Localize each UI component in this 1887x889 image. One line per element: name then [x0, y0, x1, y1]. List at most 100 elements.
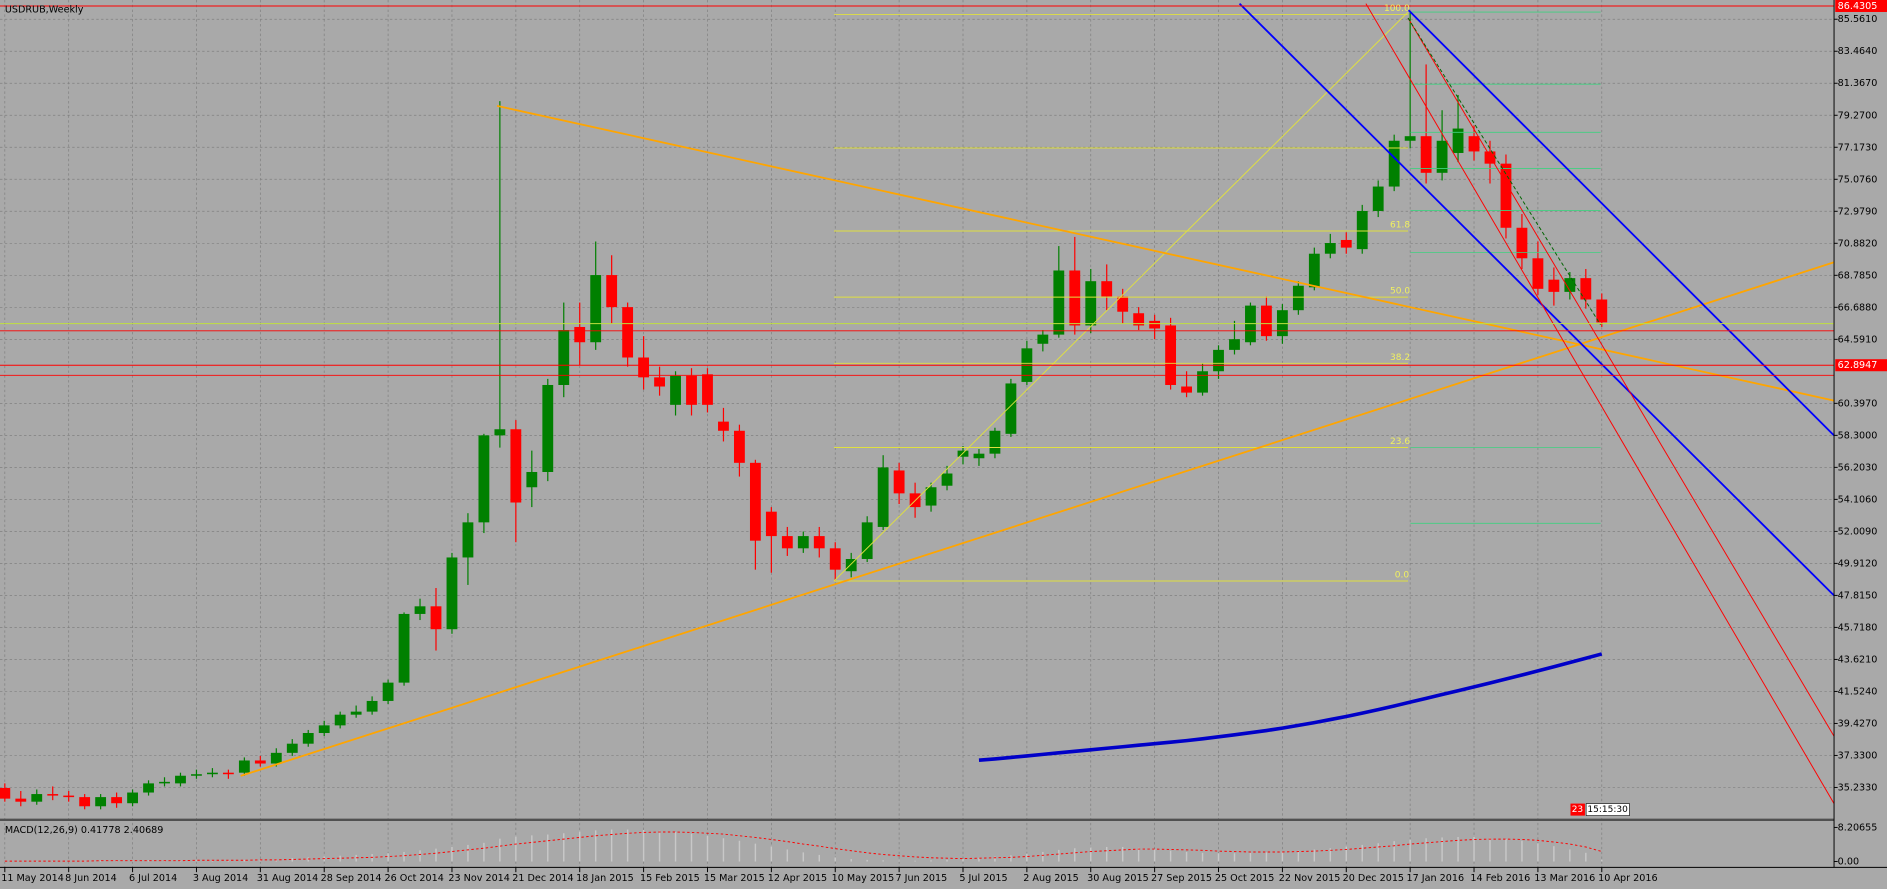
candle-body — [478, 435, 490, 523]
candle-body — [63, 795, 75, 798]
candle-body — [47, 794, 59, 796]
candle-body — [159, 781, 170, 784]
trend-line — [240, 261, 1835, 777]
channel-line — [1407, 8, 1835, 437]
candle-body — [1580, 278, 1592, 300]
y-tick-label: 75.0760 — [1838, 174, 1878, 185]
timer: 15:15:30 — [1587, 805, 1628, 815]
candle-body — [1181, 386, 1192, 393]
candle-body — [1229, 339, 1240, 350]
candle-body — [845, 558, 857, 572]
candle-body — [462, 522, 474, 558]
candle-body — [1213, 349, 1224, 372]
fib-label: 38.2 — [1390, 353, 1410, 363]
candle-body — [1372, 186, 1384, 211]
timer-box — [1585, 803, 1630, 816]
candle-body — [414, 606, 426, 614]
candle-body — [606, 275, 618, 308]
candle-body — [318, 725, 330, 734]
x-tick-label: 20 Dec 2015 — [1343, 873, 1404, 884]
candle-body — [765, 511, 777, 537]
fib-label: 100.0 — [1384, 4, 1410, 14]
y-tick-label: 52.0090 — [1838, 526, 1878, 537]
x-tick-label: 18 Jan 2015 — [576, 873, 634, 884]
candle-body — [1037, 334, 1049, 344]
timer-day-box — [1570, 803, 1585, 816]
candle-body — [781, 536, 793, 549]
candle-body — [334, 714, 346, 726]
candle-body — [95, 797, 107, 807]
indicator-title: MACD(12,26,9) 0.41778 2.40689 — [5, 825, 164, 836]
candle-body — [813, 536, 825, 549]
y-tick-label: 41.5240 — [1838, 686, 1878, 697]
y-tick-label: 56.2030 — [1838, 462, 1878, 473]
y-tick-label: 43.6210 — [1838, 654, 1878, 665]
candle-body — [1404, 136, 1416, 141]
fib-extension — [1410, 11, 1601, 524]
y-tick-label: 72.9790 — [1838, 206, 1878, 217]
candle-body — [654, 377, 665, 387]
x-tick-label: 27 Sep 2015 — [1151, 873, 1212, 884]
candle-body — [111, 797, 123, 804]
x-tick-label: 21 Dec 2014 — [512, 873, 573, 884]
price-label: 62.8947 — [1838, 360, 1878, 371]
candle-body — [1436, 140, 1448, 173]
y-tick-label: 54.1060 — [1838, 494, 1878, 505]
x-tick-label: 15 Feb 2015 — [640, 873, 700, 884]
y-tick-label: 81.3670 — [1838, 78, 1878, 89]
signal-line — [4, 831, 1602, 862]
x-tick-label: 31 Aug 2014 — [257, 873, 319, 884]
y-tick-label: 58.3000 — [1838, 430, 1878, 441]
candle-body — [1564, 278, 1576, 292]
candle-body — [1085, 281, 1097, 326]
x-tick-label: 26 Oct 2014 — [384, 873, 443, 884]
candle-body — [718, 421, 729, 431]
x-tick-label: 30 Aug 2015 — [1087, 873, 1149, 884]
y-tick-label: 47.8150 — [1838, 590, 1878, 601]
candle-body — [574, 326, 586, 343]
candle-body — [702, 374, 713, 405]
y-tick-label: 77.1730 — [1838, 142, 1878, 153]
candle-body — [302, 733, 314, 744]
candle-body — [0, 787, 11, 799]
x-tick-label: 5 Jul 2015 — [959, 873, 1007, 884]
candle-body — [191, 774, 202, 776]
trend-line — [1365, 3, 1835, 804]
candle-body — [1069, 270, 1081, 326]
channel-line — [1238, 2, 1835, 597]
candle-body — [254, 760, 266, 764]
candle-body — [366, 700, 378, 712]
candle-body — [382, 682, 394, 701]
candle-body — [1500, 163, 1512, 228]
fib-label: 61.8 — [1390, 220, 1410, 230]
candle-body — [1548, 279, 1560, 292]
candle-body — [15, 798, 27, 802]
candle-body — [797, 536, 809, 549]
candle-body — [989, 430, 1001, 454]
y-tick-label: 66.6880 — [1838, 302, 1878, 313]
candle-body — [1165, 325, 1177, 385]
y-tick-label: 68.7850 — [1838, 270, 1878, 281]
y-tick-label: 79.2700 — [1838, 110, 1878, 121]
y-tick-label: 37.3300 — [1838, 750, 1878, 761]
x-tick-label: 10 May 2015 — [832, 873, 895, 884]
x-tick-label: 12 Apr 2015 — [768, 873, 827, 884]
y-tick-label: 64.5910 — [1838, 334, 1878, 345]
candle-body — [79, 797, 91, 807]
candle-body — [877, 467, 889, 527]
x-tick-label: 13 Mar 2016 — [1534, 873, 1595, 884]
y-tick-label: 83.4640 — [1838, 46, 1878, 57]
x-tick-label: 10 Apr 2016 — [1598, 873, 1657, 884]
x-tick-label: 3 Aug 2014 — [193, 873, 248, 884]
candle-body — [734, 430, 745, 463]
candle-body — [1484, 151, 1496, 164]
plot-layer — [0, 12, 1608, 862]
candle-body — [1324, 243, 1336, 254]
candle-body — [175, 775, 186, 784]
candle-body — [1452, 128, 1464, 153]
y-tick-label: 39.4270 — [1838, 718, 1878, 729]
candle-body — [143, 783, 154, 793]
x-tick-label: 8 Jun 2014 — [65, 873, 117, 884]
candle-body — [222, 772, 234, 775]
